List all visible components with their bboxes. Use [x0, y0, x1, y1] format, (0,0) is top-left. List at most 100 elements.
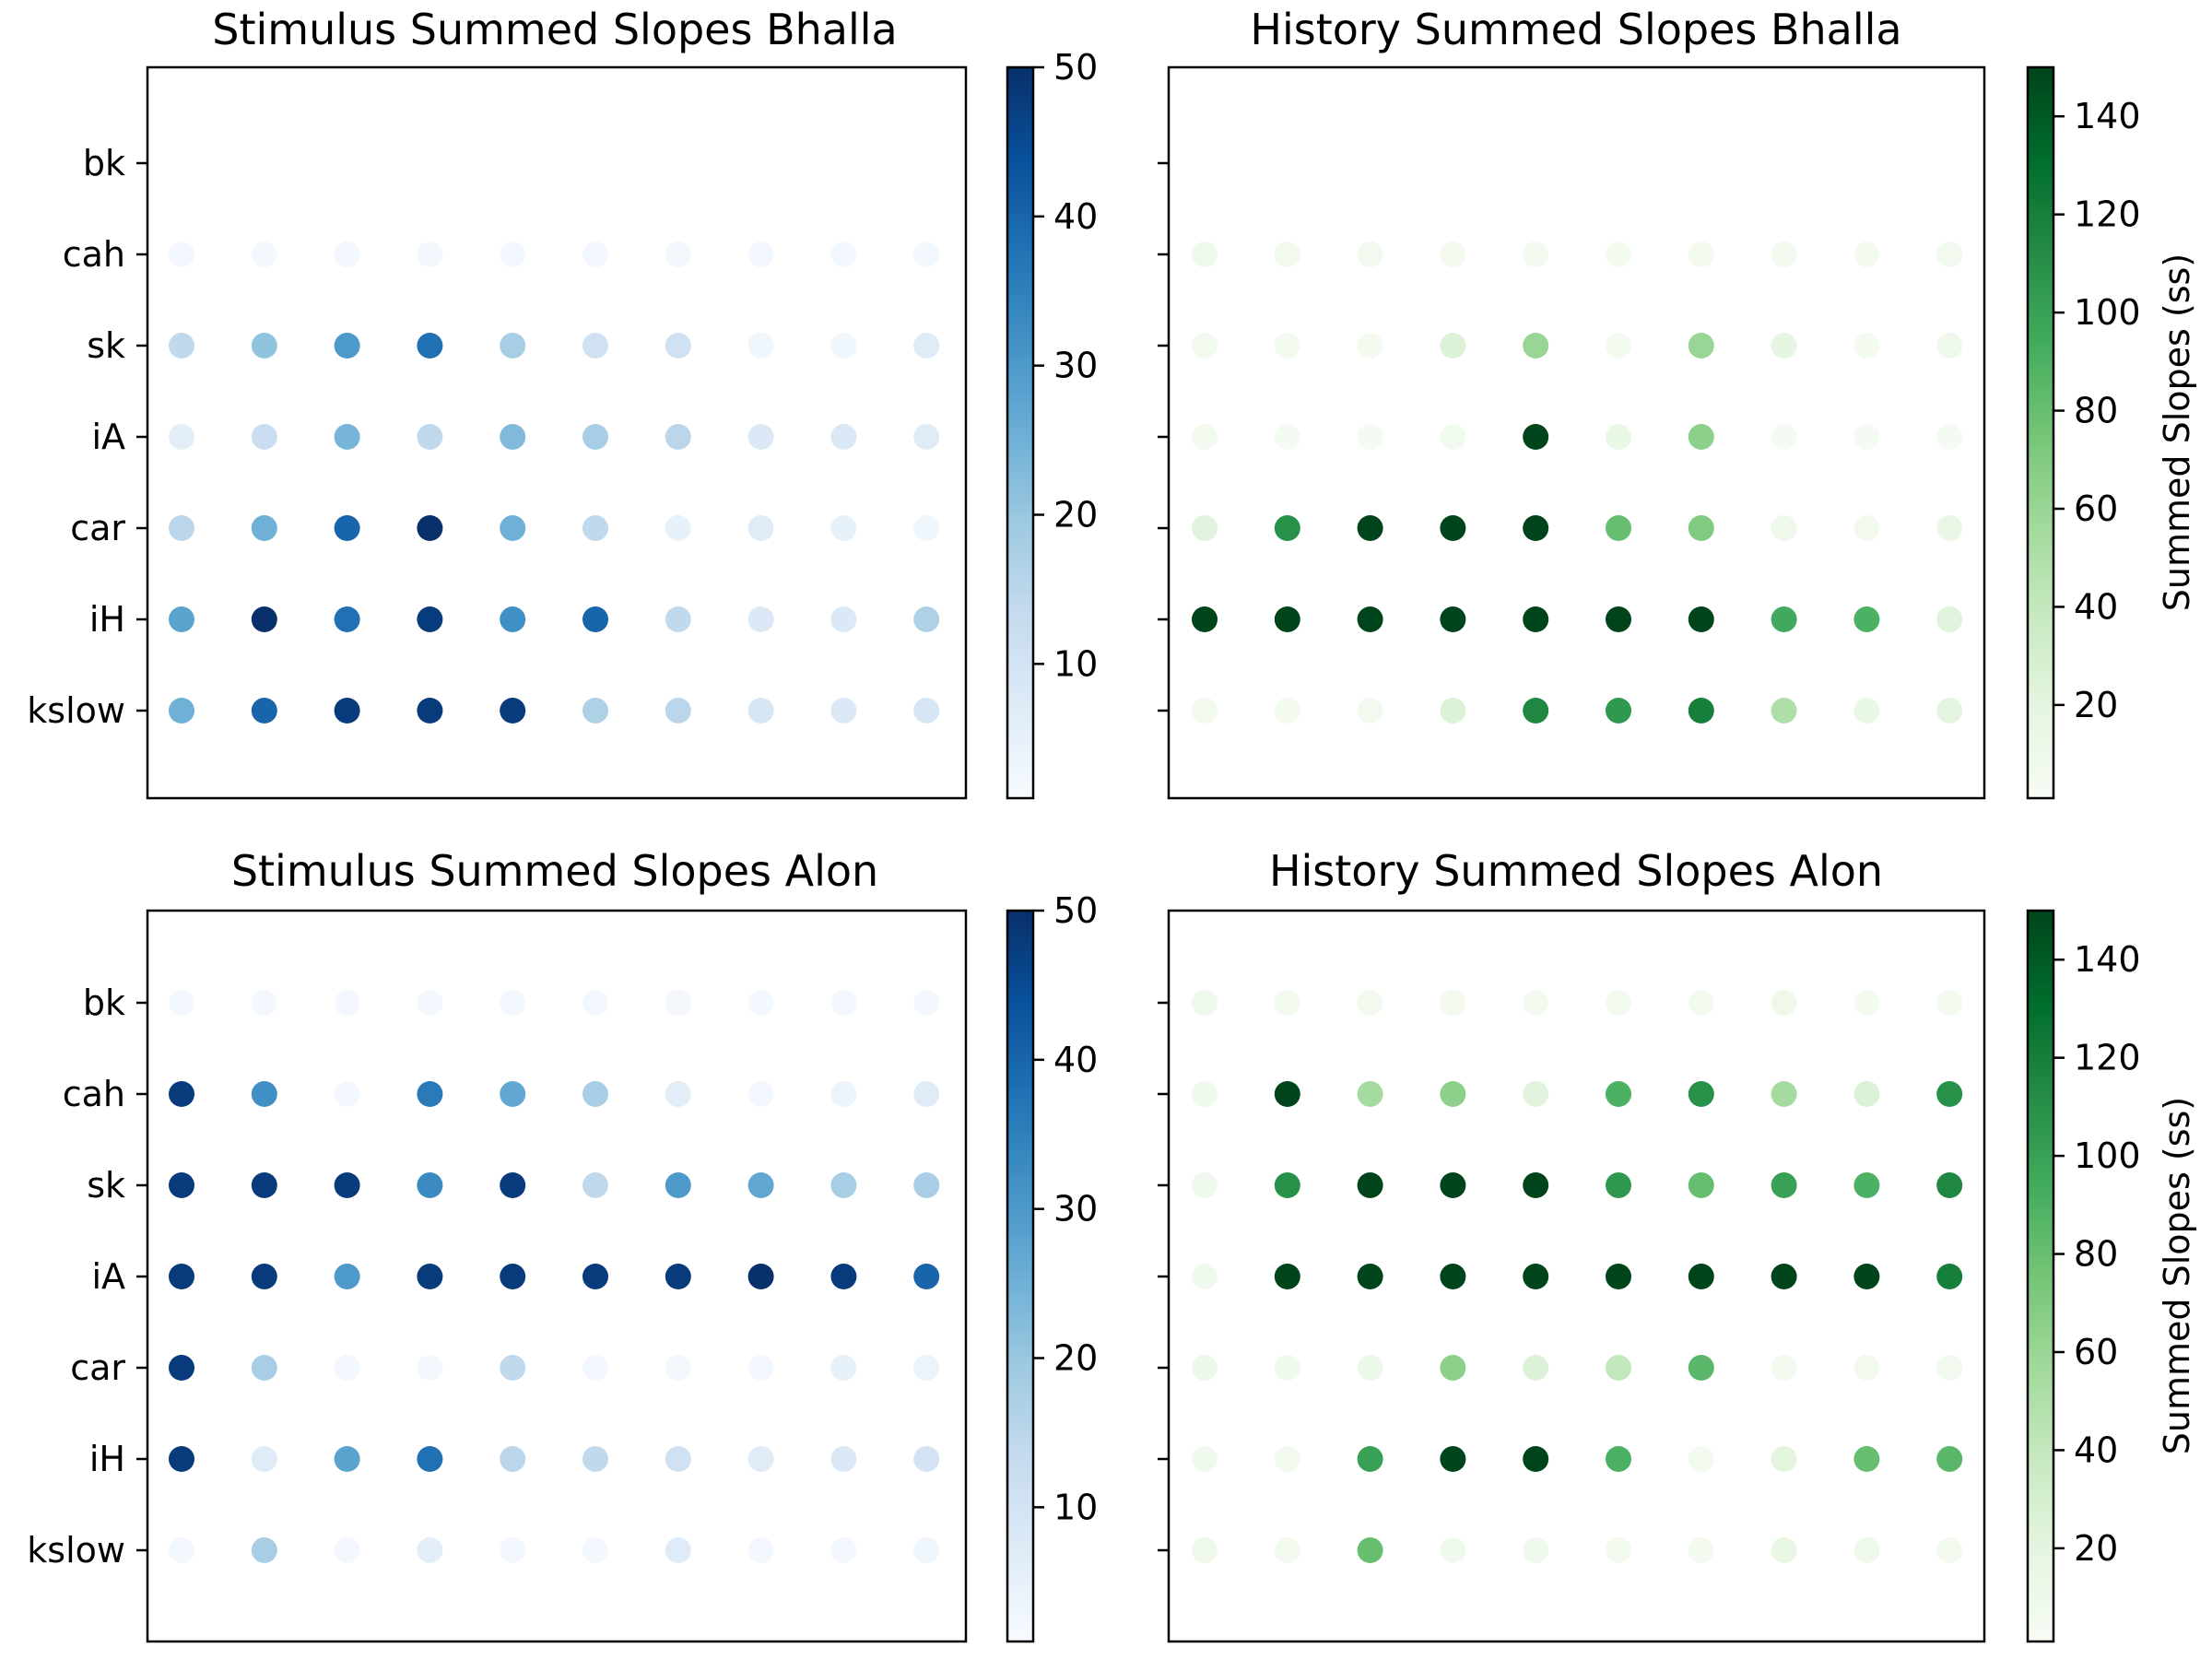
data-point [1440, 1446, 1466, 1472]
data-point [830, 1081, 857, 1107]
data-point [1771, 698, 1797, 724]
data-point [1853, 241, 1880, 267]
data-point [582, 1446, 608, 1472]
data-point [1936, 333, 1963, 359]
data-point [500, 333, 526, 359]
data-point [582, 333, 608, 359]
data-point [334, 1264, 360, 1289]
data-point [1606, 990, 1631, 1016]
data-point [1688, 990, 1714, 1016]
data-point [747, 515, 774, 541]
colorbar [1006, 65, 1035, 800]
data-point [169, 1537, 194, 1563]
data-point [417, 1264, 443, 1289]
data-point [1357, 241, 1383, 267]
data-point [500, 1081, 526, 1107]
data-point [665, 1355, 691, 1381]
colorbar-tick-label: 20 [1053, 495, 1098, 535]
colorbar-label: Summed Slopes (ss) [2157, 1097, 2197, 1454]
data-point [1523, 333, 1549, 359]
data-point [500, 1264, 526, 1289]
y-axis [1158, 161, 1169, 712]
data-point [334, 1355, 360, 1381]
data-point [1936, 990, 1963, 1016]
dot-grid [169, 241, 940, 724]
colorbar-tick-label: 40 [1053, 1040, 1098, 1080]
data-point [251, 1081, 277, 1107]
colorbar-label: Summed Slopes (ss) [2157, 253, 2197, 611]
data-point [1523, 515, 1549, 541]
data-point [334, 1081, 360, 1107]
data-point [1357, 1537, 1383, 1563]
colorbar-ticks: 20 40 60 80 100 120 140 [2053, 96, 2141, 725]
dot-grid [169, 990, 940, 1563]
data-point [582, 1172, 608, 1198]
colorbar [1006, 909, 1035, 1643]
data-point [582, 241, 608, 267]
data-point [913, 424, 940, 450]
data-point [830, 606, 857, 632]
data-point [1523, 424, 1549, 450]
data-point [251, 241, 277, 267]
data-point [1936, 1172, 1963, 1198]
data-point [1357, 333, 1383, 359]
data-point [1606, 1172, 1631, 1198]
data-point [665, 698, 691, 724]
data-point [1357, 515, 1383, 541]
data-point [1688, 606, 1714, 632]
colorbar-tick-label: 40 [2074, 586, 2118, 627]
data-point [747, 1264, 774, 1289]
colorbar-tick-label: 140 [2074, 939, 2141, 980]
data-point [582, 698, 608, 724]
data-point [417, 515, 443, 541]
data-point [1357, 1081, 1383, 1107]
data-point [500, 424, 526, 450]
data-point [169, 1446, 194, 1472]
data-point [1440, 333, 1466, 359]
data-point [1440, 1537, 1466, 1563]
data-point [1688, 515, 1714, 541]
data-point [913, 1081, 940, 1107]
data-point [747, 333, 774, 359]
data-point [665, 515, 691, 541]
data-point [334, 424, 360, 450]
data-point [334, 515, 360, 541]
data-point [1771, 515, 1797, 541]
data-point [1440, 990, 1466, 1016]
data-point [665, 241, 691, 267]
data-point [500, 698, 526, 724]
data-point [1440, 1172, 1466, 1198]
data-point [1274, 1537, 1300, 1563]
data-point [251, 333, 277, 359]
data-point [747, 241, 774, 267]
data-point [169, 515, 194, 541]
data-point [500, 1446, 526, 1472]
data-point [913, 1446, 940, 1472]
data-point [1936, 1446, 1963, 1472]
data-point [1688, 1537, 1714, 1563]
panel-title: Stimulus Summed Slopes Alon [231, 846, 878, 896]
data-point [1523, 1264, 1549, 1289]
data-point [500, 1355, 526, 1381]
data-point [1606, 698, 1631, 724]
data-point [1523, 606, 1549, 632]
data-point [1440, 1264, 1466, 1289]
data-point [665, 1537, 691, 1563]
data-point [251, 606, 277, 632]
data-point [747, 424, 774, 450]
data-point [500, 990, 526, 1016]
data-point [417, 1537, 443, 1563]
data-point [830, 698, 857, 724]
data-point [747, 1172, 774, 1198]
data-point [913, 1537, 940, 1563]
data-point [417, 1446, 443, 1472]
data-point [1192, 1264, 1218, 1289]
colorbar-tick-label: 30 [1053, 346, 1098, 386]
data-point [1523, 1172, 1549, 1198]
data-point [1936, 698, 1963, 724]
colorbar-ticks: 20 40 60 80 100 120 140 [2053, 939, 2141, 1569]
data-point [665, 333, 691, 359]
data-point [1192, 515, 1218, 541]
data-point [1853, 1264, 1880, 1289]
data-point [1688, 333, 1714, 359]
